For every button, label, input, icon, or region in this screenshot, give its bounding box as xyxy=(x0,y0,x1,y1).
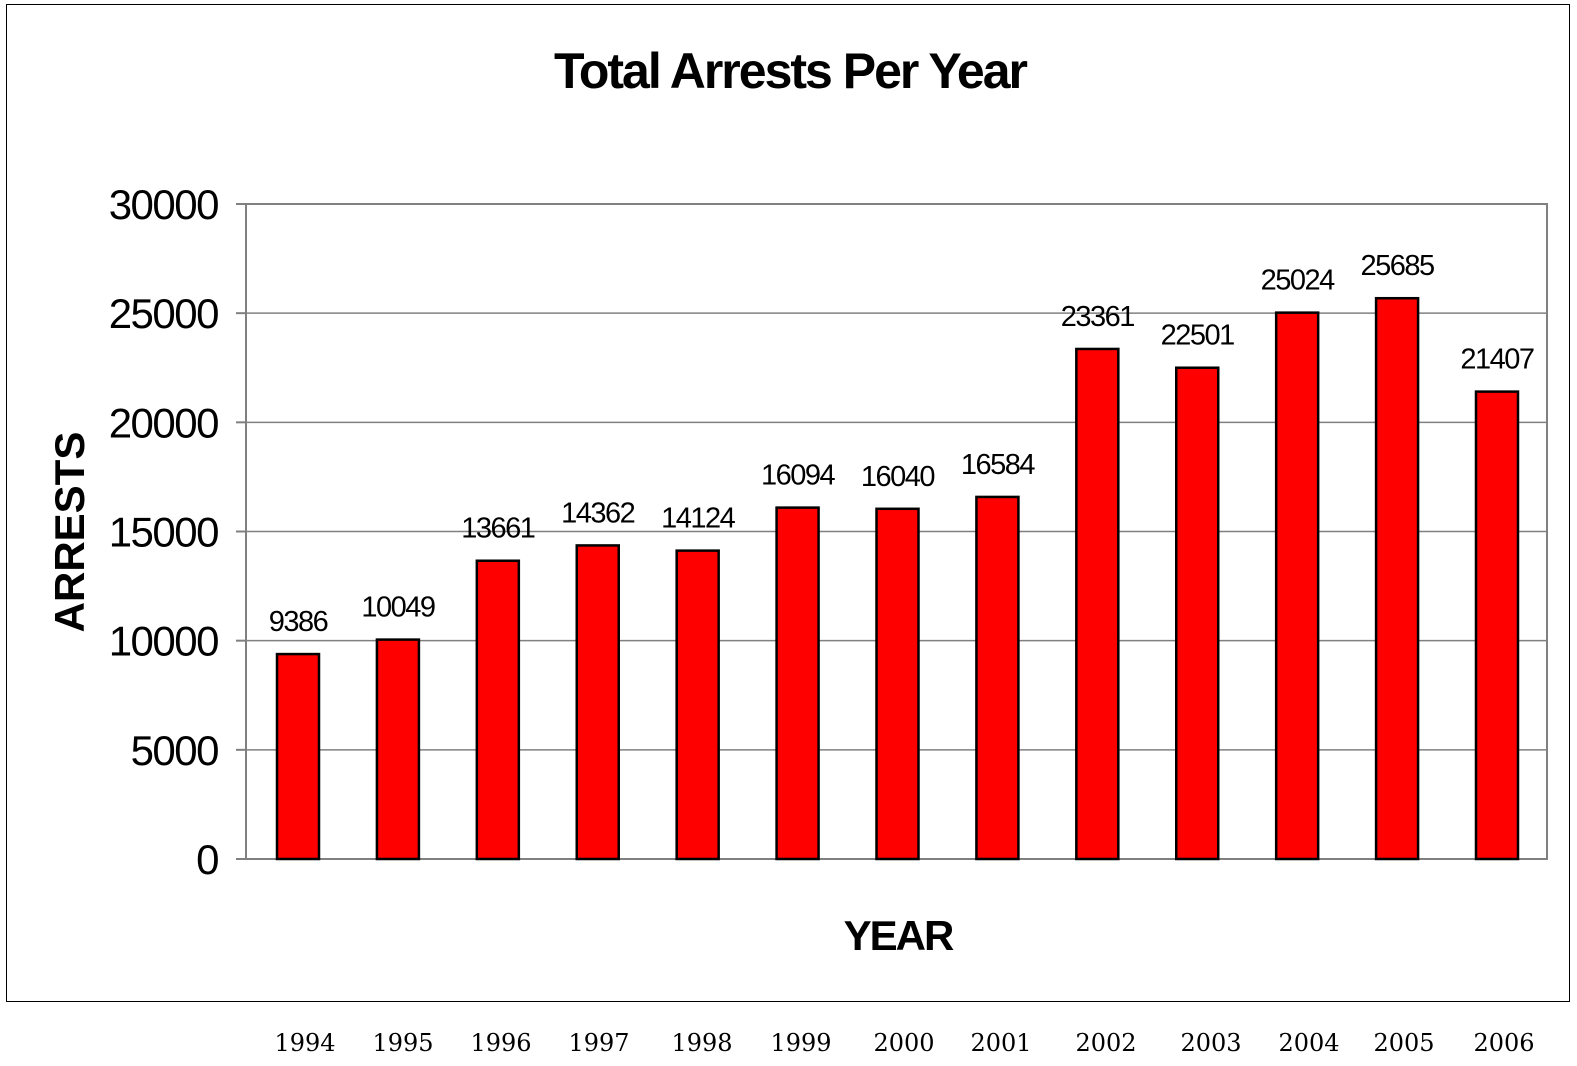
y-tick-label: 0 xyxy=(196,836,218,883)
bar-1995 xyxy=(375,638,421,861)
data-label-1998: 14124 xyxy=(661,503,736,535)
bar-1998 xyxy=(675,549,720,861)
outside-year-label: 2006 xyxy=(1473,1029,1534,1057)
y-tick-label: 5000 xyxy=(131,727,219,774)
data-label-1996: 13661 xyxy=(461,513,535,545)
outside-year-label: 1996 xyxy=(470,1029,531,1057)
y-tick-label: 25000 xyxy=(109,290,218,337)
chart-title: Total Arrests Per Year xyxy=(554,43,1028,99)
bar-1997 xyxy=(575,544,620,861)
outside-year-label: 1997 xyxy=(568,1029,629,1057)
bar-2002 xyxy=(1075,347,1120,861)
bar-2003 xyxy=(1175,366,1220,861)
y-tick-label: 10000 xyxy=(109,618,218,665)
outside-year-label: 2004 xyxy=(1278,1029,1339,1057)
bar-2006 xyxy=(1474,390,1520,861)
bar-2000 xyxy=(875,507,920,861)
bar-2001 xyxy=(975,495,1020,861)
bar-2004 xyxy=(1274,311,1320,861)
data-labels: 9386 10049 13661 14362 14124 16094 16040 16584 2… xyxy=(269,250,1536,638)
outside-year-label: 1998 xyxy=(671,1029,732,1057)
outside-year-label: 2003 xyxy=(1180,1029,1241,1057)
outside-year-label: 1995 xyxy=(372,1029,433,1057)
data-label-2003: 22501 xyxy=(1161,320,1235,352)
y-tick-labels: 0 5000 10000 15000 20000 25000 30000 xyxy=(109,181,220,883)
outside-year-label: 1994 xyxy=(274,1029,335,1057)
bar-1996 xyxy=(475,559,521,861)
data-label-1995: 10049 xyxy=(361,592,435,624)
data-label-2005: 25685 xyxy=(1361,250,1435,282)
data-label-2006: 21407 xyxy=(1460,344,1534,376)
outside-year-label: 1999 xyxy=(770,1029,831,1057)
y-tick-label: 30000 xyxy=(109,181,218,228)
outside-year-label: 2000 xyxy=(873,1029,934,1057)
data-label-2004: 25024 xyxy=(1261,265,1336,297)
y-axis-label: ARRESTS xyxy=(46,432,93,633)
data-label-2000: 16040 xyxy=(861,461,935,493)
data-label-2001: 16584 xyxy=(961,449,1036,481)
data-label-1994: 9386 xyxy=(269,606,328,638)
y-tick-label: 20000 xyxy=(109,399,218,446)
bars-layer xyxy=(275,296,1520,861)
bar-1999 xyxy=(775,506,820,861)
outside-year-label: 2005 xyxy=(1373,1029,1434,1057)
x-axis-label: YEAR xyxy=(844,912,954,959)
bar-2005 xyxy=(1374,296,1420,861)
bar-1994 xyxy=(275,652,321,861)
data-label-1999: 16094 xyxy=(761,460,836,492)
y-tick-label: 15000 xyxy=(109,509,218,556)
data-label-2002: 23361 xyxy=(1061,301,1135,333)
outside-year-label: 2001 xyxy=(970,1029,1031,1057)
outside-year-labels: 1994 1995 1996 1997 1998 1999 2000 2001 2002 2003… xyxy=(274,1029,1534,1057)
data-label-1997: 14362 xyxy=(561,497,635,529)
outside-year-label: 2002 xyxy=(1075,1029,1136,1057)
